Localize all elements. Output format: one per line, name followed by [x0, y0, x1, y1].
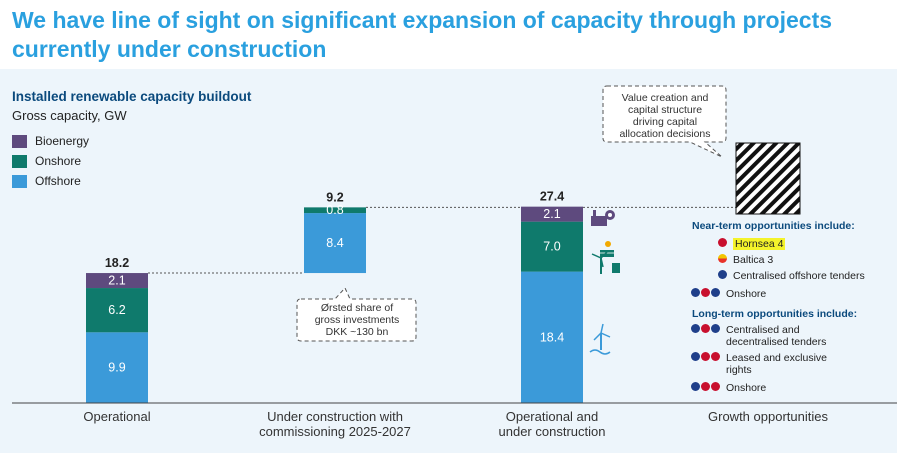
flag-icon — [697, 270, 727, 279]
opportunity-label: Hornsea 4 — [733, 238, 786, 250]
bar-onshore — [304, 207, 366, 214]
data-label: 0.8 — [326, 203, 343, 217]
value-creation-callout — [602, 85, 727, 158]
chart-panel — [0, 69, 897, 453]
opportunity-item: Hornsea 4 — [697, 238, 786, 250]
category-label: under construction — [499, 424, 606, 439]
category-label: Operational — [83, 409, 150, 424]
callout-line: DKK ~130 bn — [326, 326, 389, 338]
bar-offshore — [86, 332, 148, 403]
opportunity-label: Leased and exclusive rights — [726, 352, 827, 376]
callout-line: Ørsted share of — [321, 302, 393, 314]
long-term-heading-text: Long-term opportunities include: — [692, 308, 858, 320]
onshore-wind-icon — [591, 250, 620, 274]
opportunity-label: Baltica 3 — [733, 254, 774, 266]
opportunity-item: Centralised offshore tenders — [697, 270, 865, 282]
data-label: 8.4 — [326, 236, 343, 250]
total-label: 9.2 — [326, 190, 343, 204]
opportunity-label-line: rights — [726, 364, 752, 376]
legend-item-onshore: Onshore — [12, 154, 81, 168]
investment-callout — [296, 287, 417, 342]
callout-line: driving capital — [633, 116, 697, 128]
opportunity-label-line: Leased and exclusive — [726, 352, 827, 364]
data-label: 2.1 — [108, 274, 125, 288]
legend-swatch — [12, 154, 27, 168]
category-label: commissioning 2025-2027 — [259, 424, 411, 439]
callout-line: allocation decisions — [619, 128, 710, 140]
opportunity-item: Onshore — [682, 382, 766, 394]
legend-swatch — [12, 134, 27, 148]
flag-icon — [697, 254, 727, 263]
legend-item-offshore: Offshore — [12, 174, 81, 188]
flag-icon — [682, 324, 720, 333]
data-label: 18.4 — [540, 330, 564, 344]
opportunity-item: Centralised and decentralised tenders — [682, 324, 826, 348]
opportunity-label-line: Centralised and — [726, 324, 800, 336]
opportunity-item: Leased and exclusive rights — [682, 352, 827, 376]
bar-bioenergy — [521, 206, 583, 222]
data-label: 2.1 — [543, 207, 560, 221]
callout-line: gross investments — [315, 314, 400, 326]
legend-swatch — [12, 174, 27, 188]
bar-onshore — [521, 221, 583, 272]
flag-icon — [682, 382, 720, 391]
opportunity-label-line: decentralised tenders — [726, 336, 827, 348]
growth-opportunity-bar — [735, 142, 801, 215]
flag-icon — [697, 238, 727, 247]
opportunity-label: Centralised offshore tenders — [733, 270, 865, 282]
legend-label: Onshore — [35, 154, 82, 168]
opportunity-item: Onshore — [682, 288, 766, 300]
opportunity-label: Onshore — [726, 382, 767, 394]
category-label: Operational and — [506, 409, 599, 424]
callout-line: Value creation and — [622, 92, 709, 104]
page-title: We have line of sight on significant exp… — [12, 7, 833, 62]
bar-offshore — [304, 213, 366, 274]
opportunity-item: Baltica 3 — [697, 254, 773, 266]
total-label: 27.4 — [540, 190, 564, 204]
data-label: 7.0 — [543, 240, 560, 254]
y-axis-label: Gross capacity, GW — [12, 108, 127, 123]
data-label: 6.2 — [108, 303, 125, 317]
factory-icon — [591, 210, 615, 226]
near-term-heading: Near-term opportunities include: — [692, 220, 855, 232]
legend-item-bioenergy: Bioenergy — [12, 134, 89, 148]
bar-bioenergy — [86, 273, 148, 289]
bar-onshore — [86, 288, 148, 333]
data-label: 9.9 — [108, 361, 125, 375]
total-label: 18.2 — [105, 256, 129, 270]
legend-label: Bioenergy — [35, 134, 90, 148]
near-term-heading-text: Near-term opportunities include: — [692, 220, 855, 232]
legend-label: Offshore — [35, 174, 81, 188]
category-label: Under construction with — [267, 409, 403, 424]
flag-icon — [682, 288, 720, 297]
opportunity-label: Onshore — [726, 288, 767, 300]
solar-panel-icon — [600, 241, 614, 257]
chart-title: Installed renewable capacity buildout — [12, 89, 252, 104]
offshore-wind-icon — [589, 323, 611, 355]
long-term-heading: Long-term opportunities include: — [692, 308, 857, 320]
flag-icon — [682, 352, 720, 361]
opportunity-label: Centralised and decentralised tenders — [726, 324, 826, 348]
category-label: Growth opportunities — [708, 409, 828, 424]
callout-line: capital structure — [628, 104, 702, 116]
bar-offshore — [521, 271, 583, 403]
